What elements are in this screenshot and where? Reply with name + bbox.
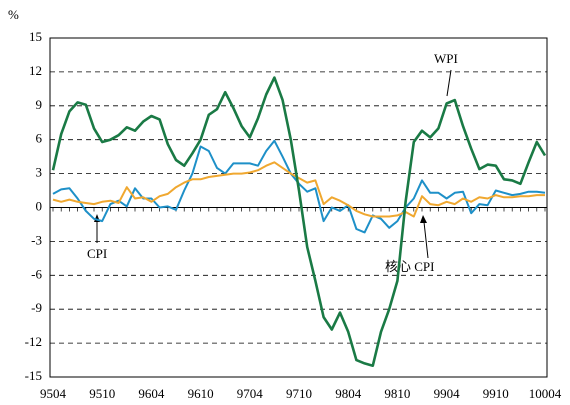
x-tick-label: 9910 [483, 386, 509, 401]
y-tick-label: 0 [36, 198, 43, 213]
y-tick-label: -15 [25, 368, 42, 383]
y-tick-label: 6 [36, 131, 43, 146]
y-tick-label: -3 [31, 232, 42, 247]
y-tick-label: -9 [31, 300, 42, 315]
y-tick-label: 9 [36, 97, 43, 112]
core-cpi-arrowhead [420, 215, 427, 223]
y-tick-label: -12 [25, 334, 42, 349]
y-tick-label: -6 [31, 266, 42, 281]
x-tick-label: 9704 [237, 386, 264, 401]
core-cpi-label: 核心 CPI [385, 259, 434, 274]
core-cpi-pointer [423, 221, 429, 259]
y-tick-label: 12 [29, 63, 42, 78]
cpi-label: CPI [87, 246, 107, 261]
wpi-pointer [446, 69, 452, 97]
series-line [52, 161, 545, 218]
x-tick-label: 9804 [335, 386, 362, 401]
series-line [51, 76, 547, 367]
x-tick-label: 9510 [89, 386, 115, 401]
y-tick-label: 3 [36, 165, 43, 180]
x-tick-label: 9810 [384, 386, 410, 401]
y-tick-label: 15 [29, 29, 42, 44]
x-tick-label: 9504 [40, 386, 67, 401]
x-tick-label: 10004 [529, 386, 562, 401]
x-tick-label: 9710 [286, 386, 312, 401]
wpi-label: WPI [434, 51, 458, 66]
x-tick-label: 9904 [434, 386, 461, 401]
unit-label: % [8, 7, 19, 22]
x-tick-label: 9604 [138, 386, 165, 401]
x-tick-label: 9610 [188, 386, 214, 401]
